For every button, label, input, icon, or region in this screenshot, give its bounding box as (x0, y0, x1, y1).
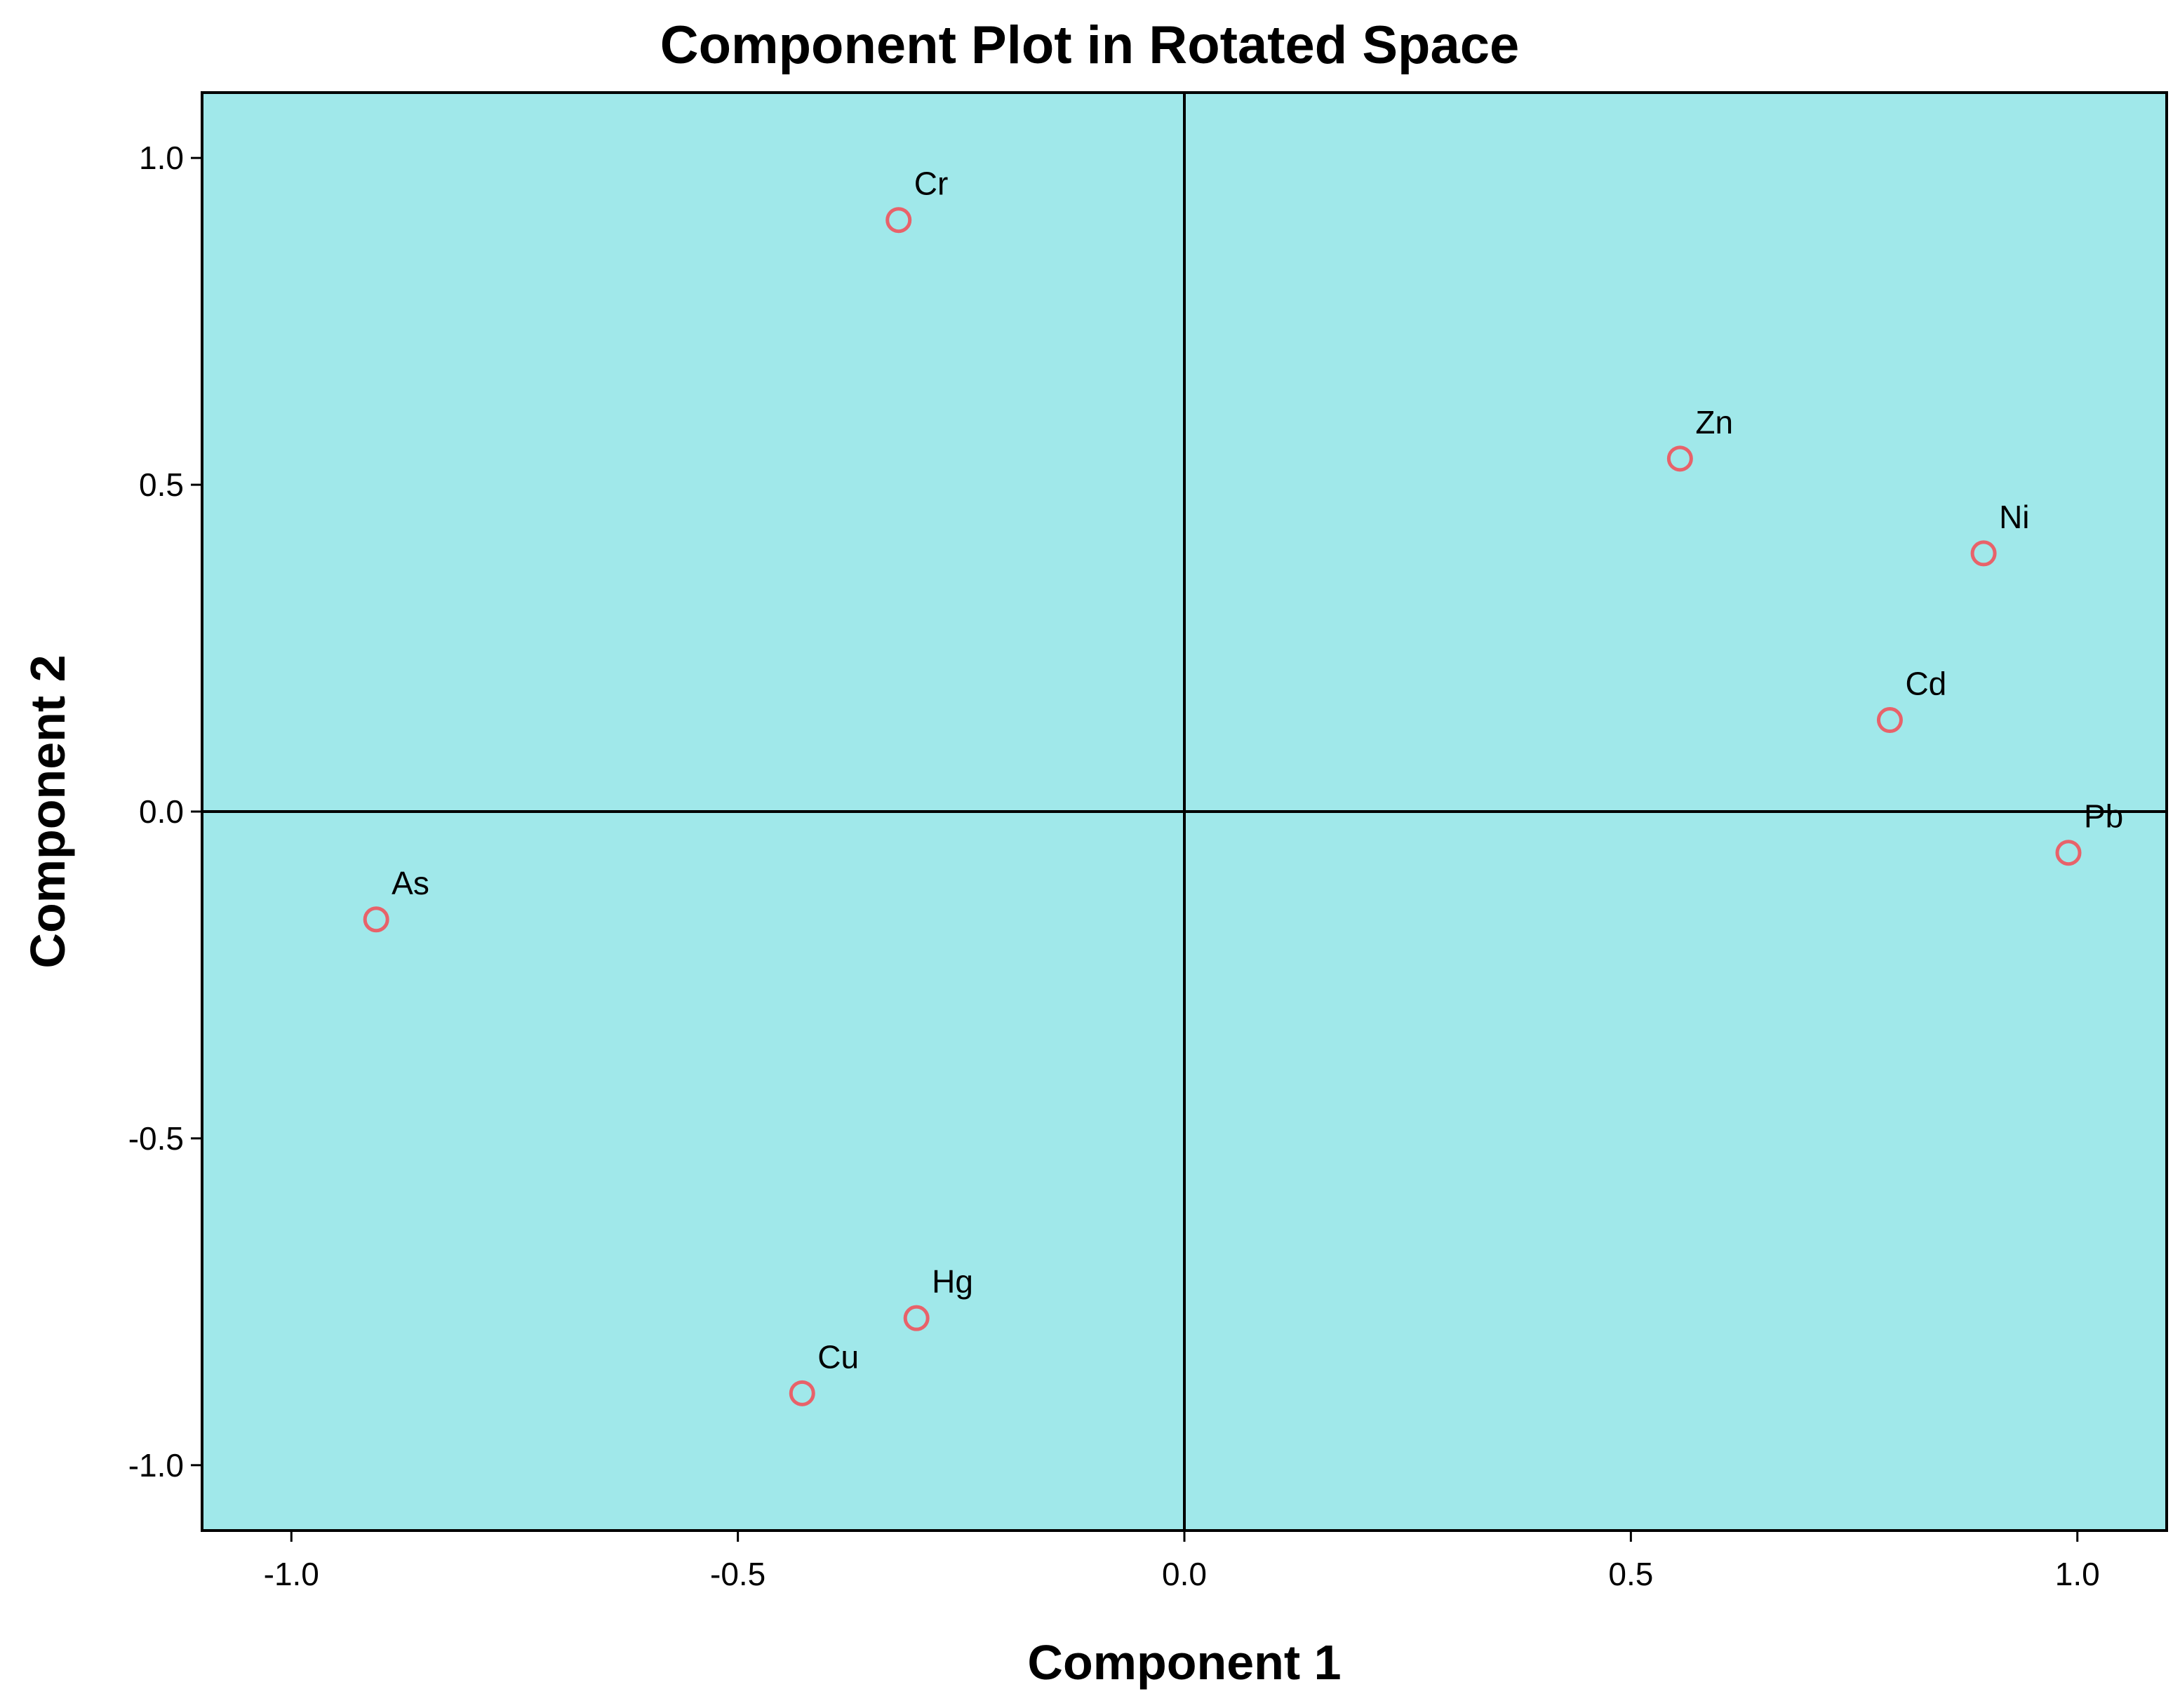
y-tick-label: 0.5 (139, 466, 184, 503)
point-label: Cu (817, 1338, 859, 1375)
data-point-cu: Cu (789, 1338, 859, 1406)
point-marker (903, 1305, 930, 1331)
point-marker (1876, 707, 1903, 734)
point-marker (2055, 840, 2082, 866)
point-label: Ni (1999, 499, 2029, 535)
y-axis-ticks: 1.0 0.5 0.0 -0.5 -1.0 (128, 140, 202, 1484)
point-label: Pb (2084, 798, 2123, 835)
point-label: Cd (1905, 666, 1946, 702)
point-label: Zn (1695, 404, 1733, 441)
data-point-cd: Cd (1876, 666, 1946, 734)
x-tick-label: -0.5 (710, 1556, 765, 1592)
data-points: Cr Zn Ni Cd Pb As Hg Cu (363, 166, 2123, 1406)
data-point-hg: Hg (903, 1263, 973, 1331)
point-marker (789, 1380, 815, 1406)
x-tick-label: 0.5 (1608, 1556, 1653, 1592)
point-label: As (392, 865, 429, 901)
x-axis-ticks: -1.0 -0.5 0.0 0.5 1.0 (264, 1531, 2100, 1592)
point-marker (1666, 445, 1693, 472)
data-point-ni: Ni (1970, 499, 2030, 567)
point-marker (1970, 540, 1997, 567)
data-point-zn: Zn (1666, 404, 1733, 472)
y-tick-label: -0.5 (128, 1120, 184, 1157)
data-point-pb: Pb (2055, 798, 2123, 866)
y-tick-label: 0.0 (139, 793, 184, 830)
y-axis-label: Component 2 (20, 654, 75, 968)
chart-title: Component Plot in Rotated Space (660, 15, 1520, 75)
data-point-as: As (363, 865, 429, 933)
point-marker (363, 906, 389, 933)
point-marker (885, 207, 912, 234)
x-axis-label: Component 1 (1027, 1635, 1341, 1690)
point-label: Cr (914, 166, 949, 202)
data-point-cr: Cr (885, 166, 949, 234)
x-tick-label: 0.0 (1162, 1556, 1207, 1592)
x-tick-label: 1.0 (2055, 1556, 2100, 1592)
point-label: Hg (932, 1263, 973, 1300)
y-tick-label: -1.0 (128, 1447, 184, 1484)
y-tick-label: 1.0 (139, 140, 184, 176)
x-tick-label: -1.0 (264, 1556, 319, 1592)
